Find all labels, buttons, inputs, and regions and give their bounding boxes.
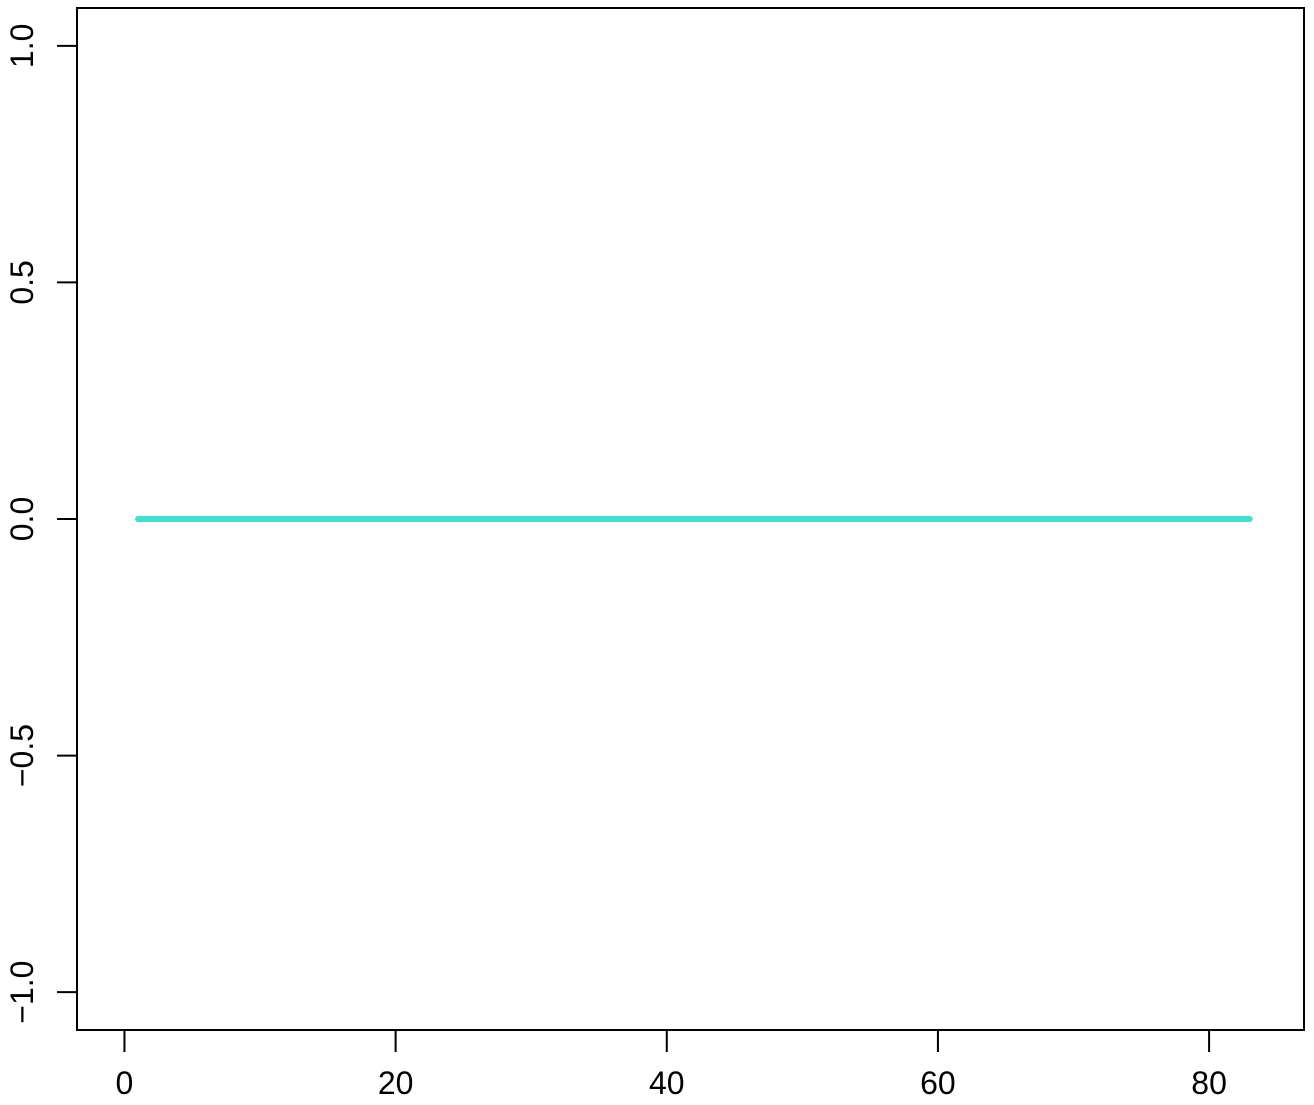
x-tick-label: 60: [920, 1065, 956, 1101]
y-tick-label: 0.5: [4, 260, 40, 304]
x-tick-label: 0: [116, 1065, 134, 1101]
x-axis: 0 20 40 60 80: [116, 1029, 1227, 1101]
y-tick-label: −1.0: [4, 961, 40, 1024]
x-tick-label: 20: [378, 1065, 414, 1101]
x-tick-label: 40: [649, 1065, 685, 1101]
x-tick-label: 80: [1191, 1065, 1227, 1101]
y-axis: −1.0 −0.5 0.0 0.5 1.0: [4, 24, 78, 1024]
y-tick-label: −0.5: [4, 724, 40, 787]
y-tick-label: 0.0: [4, 497, 40, 541]
y-tick-label: 1.0: [4, 24, 40, 68]
